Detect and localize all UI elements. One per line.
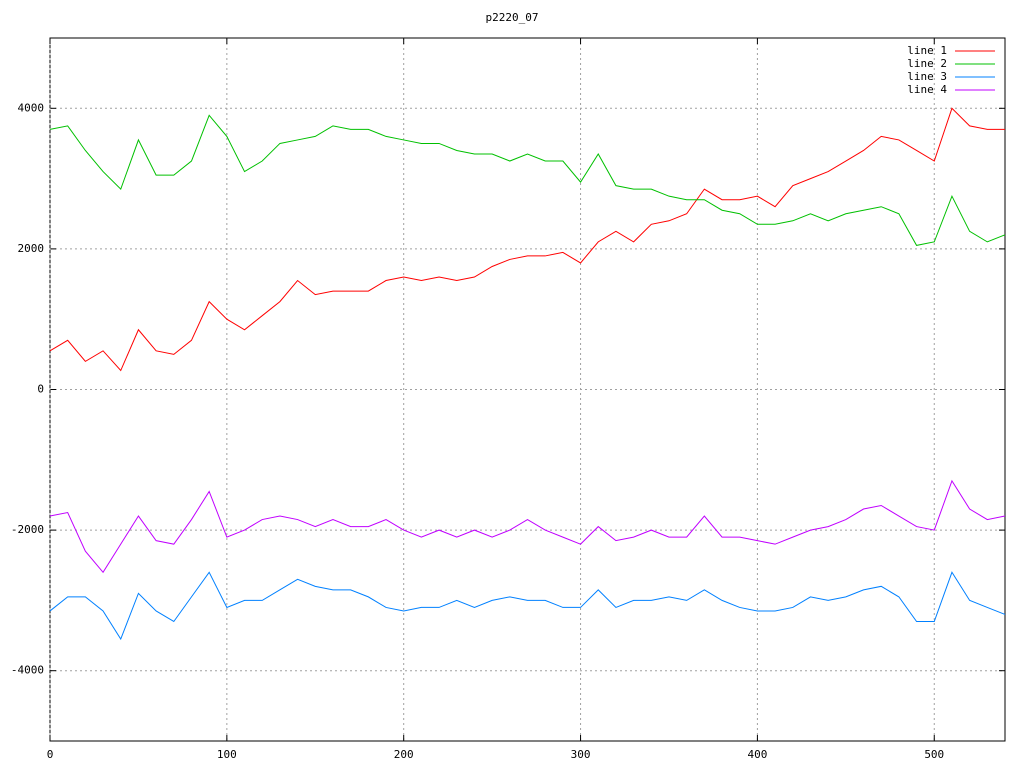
x-tick-label: 0 xyxy=(47,748,54,761)
legend-label: line 4 xyxy=(907,83,947,96)
x-tick-label: 200 xyxy=(394,748,414,761)
x-tick-label: 400 xyxy=(747,748,767,761)
y-tick-label: 2000 xyxy=(18,242,45,255)
x-tick-label: 300 xyxy=(571,748,591,761)
series-line xyxy=(49,107,1005,372)
series-line xyxy=(49,571,1006,641)
y-tick-label: -4000 xyxy=(11,664,44,677)
legend-label: line 3 xyxy=(907,70,947,83)
y-tick-label: 4000 xyxy=(18,101,45,114)
x-tick-label: 100 xyxy=(217,748,237,761)
legend-label: line 2 xyxy=(907,57,947,70)
chart-title: p2220_07 xyxy=(486,11,539,24)
x-tick-label: 500 xyxy=(924,748,944,761)
series-line xyxy=(49,114,1006,246)
y-tick-label: -2000 xyxy=(11,523,44,536)
y-tick-label: 0 xyxy=(37,383,44,396)
legend-label: line 1 xyxy=(907,44,947,57)
series-line xyxy=(49,479,1006,574)
